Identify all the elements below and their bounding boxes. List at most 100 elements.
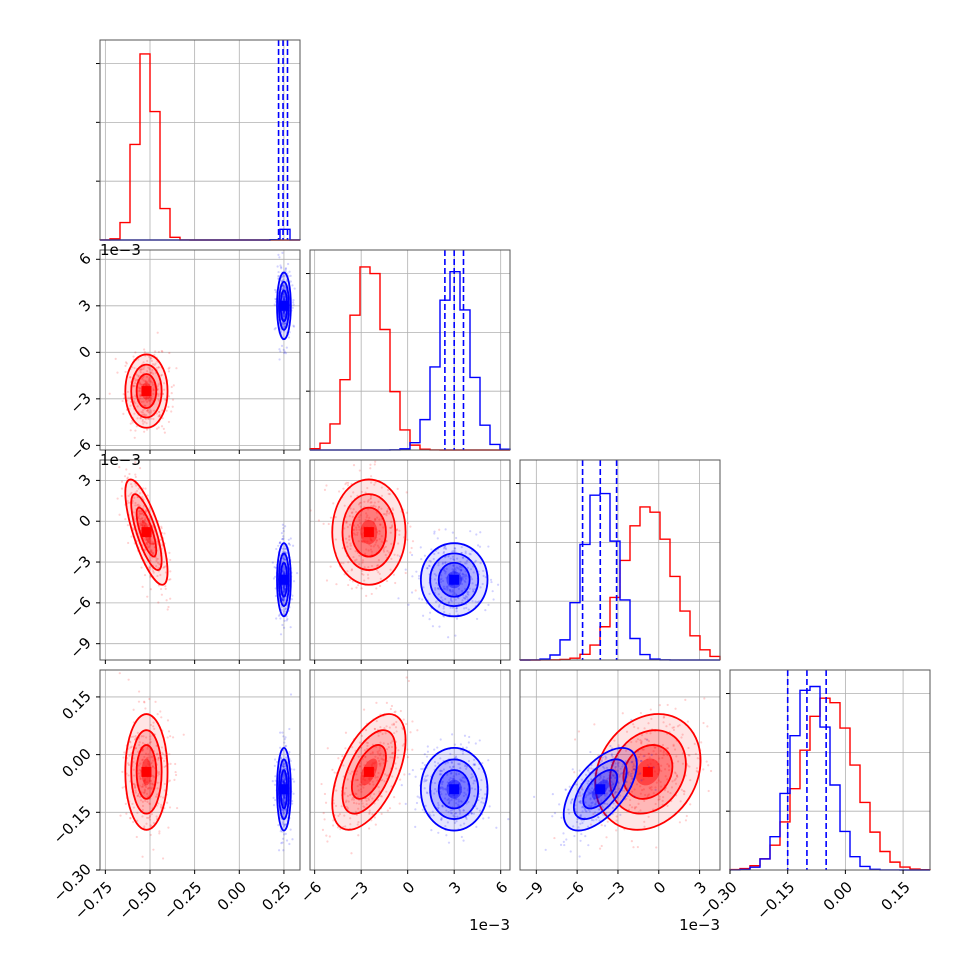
panel-frame [519, 459, 721, 661]
scatter-point-blue [597, 801, 600, 804]
scatter-point-red [150, 397, 153, 401]
scatter-point-red [138, 784, 141, 787]
scatter-point-red [390, 520, 393, 523]
scatter-point-blue [507, 818, 510, 821]
scatter-point-blue [458, 568, 461, 571]
scatter-point-red [146, 525, 149, 528]
scatter-point-blue [288, 842, 291, 846]
scatter-point-blue [283, 557, 286, 560]
scatter-point-blue [283, 738, 286, 741]
scatter-point-blue [283, 588, 286, 591]
scatter-point-red [382, 526, 385, 529]
scatter-point-blue [465, 767, 468, 770]
scatter-point-blue [442, 788, 445, 791]
scatter-point-blue [615, 800, 618, 803]
scatter-point-blue [439, 581, 443, 584]
scatter-point-blue [461, 556, 465, 559]
scatter-point-red [143, 518, 146, 522]
scatter-point-blue [597, 796, 600, 799]
scatter-point-blue [564, 788, 567, 792]
scatter-point-blue [462, 596, 465, 599]
scatter-point-red [158, 413, 161, 416]
scatter-point-red [368, 543, 371, 546]
scatter-point-red [161, 417, 164, 420]
scatter-point-red [644, 793, 647, 797]
scatter-point-blue [281, 323, 284, 326]
scatter-point-red [142, 361, 145, 364]
scatter-point-red [133, 783, 136, 786]
scatter-point-blue [630, 718, 633, 722]
scatter-point-red [357, 525, 361, 529]
scatter-point-blue [474, 583, 478, 587]
scatter-point-red [380, 494, 384, 498]
scatter-point-blue [595, 818, 598, 821]
scatter-point-red [344, 537, 348, 540]
scatter-point-red [343, 814, 346, 817]
scatter-point-blue [271, 561, 274, 564]
scatter-point-blue [454, 756, 458, 759]
scatter-point-blue [578, 800, 581, 803]
scatter-point-red [142, 422, 145, 425]
scatter-point-red [129, 376, 132, 379]
scatter-point-blue [450, 781, 453, 785]
panel-frame [309, 459, 511, 661]
scatter-point-red [358, 518, 361, 522]
panel-content [320, 676, 510, 855]
scatter-point-blue [604, 787, 608, 790]
scatter-point-red [159, 710, 162, 713]
scatter-point-blue [274, 290, 278, 294]
scatter-point-red [164, 398, 167, 401]
scatter-point-red [373, 483, 376, 486]
scatter-point-red [665, 747, 668, 750]
scatter-point-red [145, 816, 149, 819]
scatter-point-red [700, 741, 703, 744]
scatter-point-blue [589, 789, 592, 792]
scatter-point-red [362, 786, 365, 789]
scatter-point-red [323, 488, 327, 491]
scatter-point-red [152, 571, 155, 574]
scatter-point-red [380, 534, 383, 538]
scatter-point-blue [283, 571, 286, 574]
scatter-point-red [633, 725, 636, 729]
scatter-point-blue [411, 575, 414, 578]
scatter-point-red [350, 511, 353, 514]
scatter-point-red [384, 732, 387, 735]
scatter-point-blue [289, 280, 292, 283]
scatter-point-red [124, 364, 127, 367]
scatter-point-red [143, 784, 146, 787]
scatter-point-red [633, 788, 636, 791]
scatter-point-red [156, 385, 159, 388]
scatter-point-red [388, 526, 392, 529]
scatter-point-blue [629, 772, 633, 775]
scatter-point-blue [281, 322, 284, 326]
scatter-point-red [678, 724, 681, 727]
scatter-point-blue [458, 763, 461, 766]
scatter-point-blue [283, 598, 286, 601]
scatter-point-blue [600, 804, 604, 807]
scatter-point-blue [453, 743, 457, 746]
scatter-point-red [120, 494, 123, 498]
scatter-point-red [411, 748, 414, 751]
scatter-point-red [157, 756, 160, 759]
scatter-point-blue [533, 795, 536, 798]
scatter-point-blue [606, 802, 609, 806]
scatter-point-red [370, 481, 373, 484]
scatter-point-blue [609, 777, 612, 780]
scatter-point-red [145, 792, 149, 795]
scatter-point-red [378, 572, 381, 576]
scatter-point-red [162, 796, 165, 799]
scatter-point-red [331, 824, 335, 827]
scatter-point-blue [609, 744, 612, 748]
scatter-point-blue [579, 815, 582, 818]
scatter-point-red [150, 550, 153, 553]
scatter-point-blue [454, 796, 457, 799]
scatter-point-blue [284, 765, 287, 768]
scatter-point-red [384, 773, 387, 776]
scatter-point-blue [449, 752, 452, 756]
scatter-point-red [341, 754, 344, 758]
scatter-point-blue [455, 566, 458, 569]
scatter-point-blue [580, 778, 584, 781]
scatter-point-red [121, 399, 124, 403]
scatter-point-red [361, 758, 364, 761]
scatter-point-red [139, 517, 142, 521]
